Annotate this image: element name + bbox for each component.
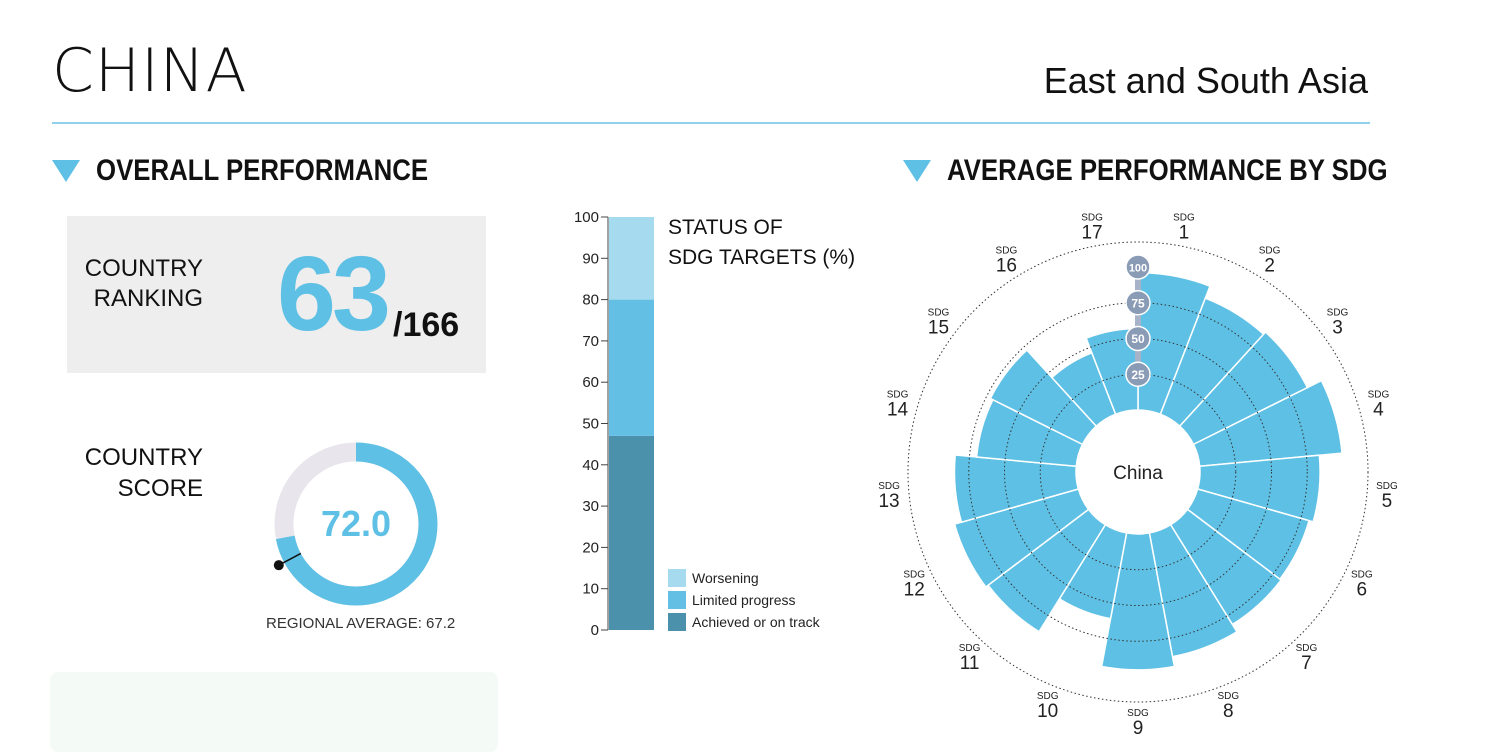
- sdg-label-number: 1: [1179, 222, 1190, 243]
- scale-badge-label: 100: [1129, 263, 1147, 275]
- sdg-label-prefix: SDG: [928, 307, 950, 318]
- y-tick-label: 50: [582, 416, 599, 433]
- status-title-line2: SDG TARGETS (%): [668, 246, 855, 269]
- sdg-label-number: 4: [1373, 400, 1384, 421]
- scan-smudge: [50, 672, 498, 752]
- country-ranking-panel: COUNTRY RANKING 63 /166: [67, 216, 486, 373]
- legend-swatch: [668, 613, 686, 631]
- legend-label: Limited progress: [692, 592, 796, 608]
- sdg-label-prefix: SDG: [1081, 212, 1103, 223]
- scale-badge-label: 50: [1131, 332, 1145, 346]
- gauge-score-arc: [274, 442, 438, 606]
- regional-average-label: REGIONAL AVERAGE: 67.2: [266, 615, 456, 632]
- y-tick-label: 30: [582, 498, 599, 515]
- scale-badge-100: [1125, 254, 1151, 280]
- status-bar-segment-worsening: [609, 217, 654, 300]
- sdg-label-prefix: SDG: [1296, 643, 1318, 654]
- sdg-performance-title: AVERAGE PERFORMANCE BY SDG: [947, 154, 1388, 187]
- sdg-label-prefix: SDG: [1327, 307, 1349, 318]
- sdg-label-prefix: SDG: [1127, 708, 1149, 719]
- scale-strip: [1135, 267, 1141, 383]
- sdg-label-number: 16: [996, 255, 1017, 276]
- country-rank-total: /166: [393, 306, 460, 344]
- sdg-label-number: 13: [878, 491, 899, 512]
- scale-badge-75: [1125, 290, 1151, 316]
- sdg-label-number: 3: [1332, 317, 1343, 338]
- polar-center-label: China: [1113, 463, 1163, 484]
- status-title-line1: STATUS OF: [668, 216, 783, 239]
- country-score-gauge: 72.0: [273, 442, 438, 606]
- sdg-label-number: 11: [960, 653, 980, 674]
- y-tick-label: 60: [582, 374, 599, 391]
- country-title: CHINA: [52, 36, 248, 106]
- outer-ring: [907, 241, 1369, 703]
- ranking-label-line2: RANKING: [93, 285, 203, 312]
- scale-badge-label: 75: [1131, 296, 1145, 310]
- country-rank-value: 63: [277, 235, 391, 353]
- ring-25: [1039, 373, 1237, 571]
- sdg-label-prefix: SDG: [1351, 569, 1373, 580]
- sdg-label-number: 7: [1301, 653, 1312, 674]
- status-bar-segment-achieved-or-on-track: [609, 435, 654, 630]
- region-title: East and South Asia: [1043, 60, 1368, 101]
- triangle-down-icon: [52, 160, 80, 182]
- polar-center: [1076, 410, 1200, 534]
- sdg-label-prefix: SDG: [903, 569, 925, 580]
- scale-badge-25: [1125, 361, 1151, 387]
- regional-average-dot: [273, 560, 284, 571]
- sdg-label-number: 14: [887, 400, 909, 421]
- scale-badge-50: [1125, 325, 1151, 352]
- overall-performance-title: OVERALL PERFORMANCE: [96, 154, 429, 187]
- ranking-label-line1: COUNTRY: [84, 255, 203, 282]
- country-score-label: COUNTRY SCORE: [67, 442, 203, 504]
- score-label-line1: COUNTRY: [84, 444, 203, 471]
- sdg-label-prefix: SDG: [878, 481, 900, 492]
- sdg-label-number: 10: [1037, 701, 1058, 722]
- sdg-performance-heading: AVERAGE PERFORMANCE BY SDG: [903, 154, 1459, 188]
- sdg-label-prefix: SDG: [996, 245, 1018, 256]
- y-tick-label: 20: [582, 539, 599, 556]
- legend-label: Achieved or on track: [692, 614, 821, 630]
- sdg-label-prefix: SDG: [1037, 691, 1059, 702]
- sdg-label-prefix: SDG: [1368, 390, 1390, 401]
- sdg-label-number: 15: [928, 317, 949, 338]
- score-label-line2: SCORE: [117, 475, 203, 502]
- sdg-label-number: 2: [1264, 255, 1275, 276]
- sdg-label-prefix: SDG: [1259, 245, 1281, 256]
- country-score-value: 72.0: [321, 503, 391, 544]
- y-tick-label: 0: [591, 622, 599, 639]
- y-tick-label: 70: [582, 333, 599, 350]
- overall-performance-heading: OVERALL PERFORMANCE: [52, 154, 482, 188]
- triangle-down-icon: [903, 160, 931, 182]
- sdg-label-number: 9: [1133, 718, 1144, 739]
- sdg-label-prefix: SDG: [959, 643, 981, 654]
- sdg-label-prefix: SDG: [1217, 691, 1239, 702]
- header-divider: [52, 122, 1370, 124]
- sdg-label-prefix: SDG: [1376, 481, 1398, 492]
- status-bar-segment-limited-progress: [609, 299, 654, 436]
- sdg-label-number: 17: [1081, 222, 1102, 243]
- sdg-label-number: 5: [1382, 491, 1393, 512]
- y-tick-label: 100: [574, 209, 599, 226]
- sdg-label-prefix: SDG: [1173, 212, 1195, 223]
- sdg-label-prefix: SDG: [887, 390, 909, 401]
- y-tick-label: 10: [582, 581, 599, 598]
- legend-swatch: [668, 569, 686, 587]
- sdg-polar-chart: China255075100SDG1SDG2SDG3SDG4SDG5SDG6SD…: [878, 212, 1398, 739]
- y-tick-label: 90: [582, 250, 599, 267]
- y-tick-label: 40: [582, 457, 599, 474]
- legend-swatch: [668, 591, 686, 609]
- sdg-targets-status-chart: 0 10 20 30 40 50 60 70 80 90 100 STATUS OF SDG TARGE…: [574, 209, 855, 639]
- sdg-label-number: 6: [1357, 579, 1368, 600]
- sdg-label-number: 12: [904, 579, 925, 600]
- scale-badge-label: 25: [1131, 368, 1145, 382]
- legend-label: Worsening: [692, 570, 759, 586]
- y-tick-label: 80: [582, 292, 599, 309]
- sdg-label-number: 8: [1223, 701, 1234, 722]
- country-ranking-label: COUNTRY RANKING: [67, 254, 203, 314]
